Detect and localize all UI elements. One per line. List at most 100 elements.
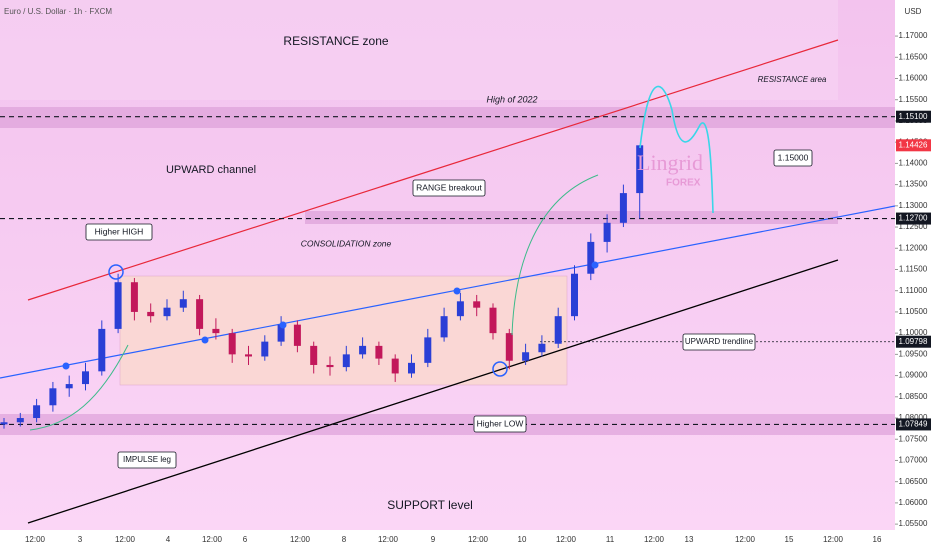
watermark: Lingrid: [637, 150, 703, 175]
x-tick-label: 12:00: [468, 535, 489, 544]
impulse-arrow: [29, 344, 129, 431]
candle-body: [440, 316, 448, 338]
currency: USD: [905, 7, 922, 16]
x-tick-label: 12:00: [823, 535, 844, 544]
annotation: IMPULSE leg: [123, 455, 171, 464]
x-tick-label: 11: [606, 535, 615, 544]
candle-body: [163, 307, 171, 317]
candle-body: [636, 145, 644, 194]
candle-body: [571, 273, 578, 317]
price-label: 1.15100: [899, 112, 928, 121]
candle-body: [212, 328, 220, 334]
x-tick-label: 3: [78, 535, 83, 544]
y-tick-label: 1.13500: [899, 180, 928, 189]
candle-body: [310, 345, 318, 365]
candle-body: [375, 345, 383, 359]
price-axis: [895, 0, 932, 550]
candle-body: [245, 354, 252, 357]
label-box: [412, 179, 486, 197]
annotation: RESISTANCE zone: [283, 34, 388, 48]
y-tick-label: 1.16000: [899, 74, 928, 83]
y-tick-label: 1.12500: [899, 222, 928, 231]
upward-trendline: [0, 205, 896, 379]
annotation: UPWARD trendline: [685, 337, 754, 346]
annotation: 1.15000: [778, 152, 809, 162]
annotation: SUPPORT level: [387, 498, 473, 512]
candle-body: [196, 299, 204, 329]
touch-points: [62, 261, 599, 370]
annotation: Higher HIGH: [95, 226, 144, 236]
x-tick-label: 12:00: [735, 535, 756, 544]
label-box: [473, 415, 527, 433]
resistance-band: [0, 107, 895, 128]
price-label-box: [896, 139, 931, 152]
higher-low-marker: [492, 361, 508, 377]
channel-bottom: [27, 259, 839, 524]
candle-body: [49, 388, 57, 406]
x-tick-label: 4: [166, 535, 171, 544]
y-tick-label: 1.14000: [899, 158, 928, 167]
x-tick-label: 12:00: [644, 535, 665, 544]
candle-body: [65, 384, 73, 389]
y-tick-label: 1.06500: [899, 477, 928, 486]
y-tick-label: 1.17000: [899, 31, 928, 40]
candle-body: [473, 301, 481, 308]
candle-body: [359, 345, 367, 355]
candle-body: [261, 341, 269, 357]
annotation: RANGE breakout: [416, 182, 482, 192]
breakout-arrow: [511, 174, 599, 336]
annotation: RESISTANCE area: [758, 75, 827, 84]
resistance-zone-area: [0, 0, 838, 100]
candle-body: [98, 328, 106, 372]
candle-body: [277, 324, 285, 342]
candle-body: [33, 405, 41, 419]
price-label-box: [896, 212, 931, 225]
y-tick-label: 1.09500: [899, 349, 928, 358]
x-tick-label: 6: [243, 535, 248, 544]
candle-body: [16, 418, 24, 423]
candle-body: [619, 193, 627, 223]
price-label: 1.14426: [899, 140, 928, 149]
candle-body: [603, 222, 611, 242]
y-tick-label: 1.08500: [899, 392, 928, 401]
x-tick-label: 8: [342, 535, 347, 544]
x-tick-label: 12:00: [115, 535, 136, 544]
candle-body: [391, 358, 399, 374]
y-tick-label: 1.16500: [899, 52, 928, 61]
x-tick-label: 12:00: [25, 535, 46, 544]
candle-body: [456, 301, 464, 317]
candle-body: [424, 337, 432, 363]
candle-body: [179, 299, 187, 308]
y-tick-label: 1.10000: [899, 328, 928, 337]
y-tick-label: 1.10500: [899, 307, 928, 316]
label-box: [85, 223, 153, 241]
candle-body: [147, 311, 155, 317]
chart-title: Euro / U.S. Dollar · 1h · FXCM: [4, 7, 112, 16]
annotation: High of 2022: [486, 94, 537, 104]
y-tick-label: 1.06000: [899, 498, 928, 507]
x-tick-label: 12:00: [556, 535, 577, 544]
candle-body: [326, 364, 334, 368]
label-box: [682, 333, 756, 351]
channel-top: [27, 39, 839, 301]
candle-body: [505, 333, 513, 361]
x-tick-label: 9: [431, 535, 436, 544]
candle-body: [228, 333, 236, 355]
support-band: [0, 414, 895, 435]
x-tick-label: 12:00: [290, 535, 311, 544]
higher-high-marker: [108, 264, 124, 280]
y-tick-label: 1.07000: [899, 456, 928, 465]
candle-body: [538, 343, 546, 353]
x-tick-label: 16: [873, 535, 882, 544]
y-tick-label: 1.05500: [899, 519, 928, 528]
price-label-box: [896, 110, 931, 123]
annotation: CONSOLIDATION zone: [301, 238, 392, 248]
candle-body: [489, 307, 497, 334]
x-tick-label: 15: [785, 535, 794, 544]
y-tick-label: 1.11000: [899, 286, 928, 295]
candle-body: [554, 316, 562, 344]
candle-body: [82, 371, 89, 385]
candle-body: [408, 362, 415, 374]
y-tick-label: 1.11500: [899, 265, 928, 274]
